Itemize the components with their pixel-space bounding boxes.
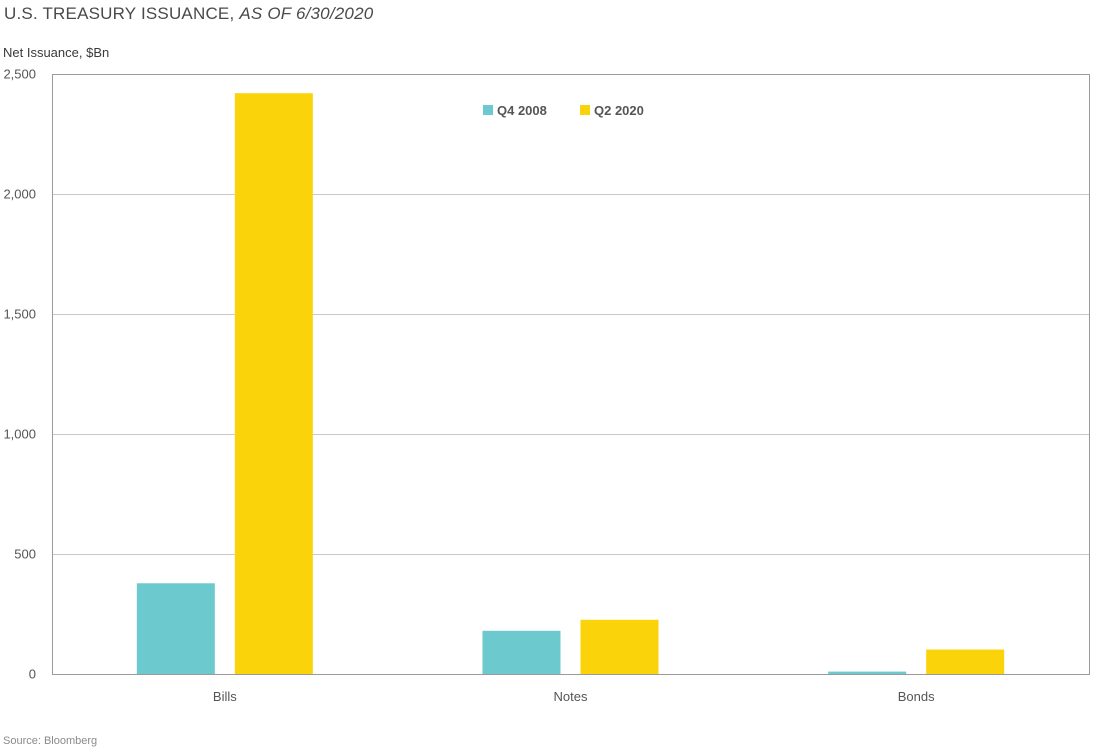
bar-q2-2020-notes	[580, 619, 659, 674]
y-axis-label: Net Issuance, $Bn	[3, 45, 110, 60]
y-tick-label: 0	[29, 667, 36, 682]
bar-q2-2020-bonds	[926, 649, 1005, 674]
bar-q4-2008-notes	[482, 630, 561, 674]
chart-title: U.S. TREASURY ISSUANCE, AS OF 6/30/2020	[4, 4, 373, 24]
y-tick-label: 500	[14, 547, 36, 562]
category-labels: Bills Notes Bonds	[213, 689, 935, 704]
plot-frame	[52, 74, 1090, 675]
legend-label-q4-2008: Q4 2008	[497, 103, 547, 118]
bar-q2-2020-bills	[234, 93, 313, 674]
legend-label-q2-2020: Q2 2020	[594, 103, 644, 118]
source-note: Source: Bloomberg	[3, 735, 98, 747]
category-label: Notes	[554, 689, 588, 704]
y-tick-label: 2,500	[3, 67, 36, 82]
bar-q4-2008-bonds	[828, 671, 907, 674]
bar-q4-2008-bills	[136, 583, 215, 674]
legend-swatch-q4-2008	[483, 105, 493, 115]
category-label: Bills	[213, 689, 237, 704]
category-label: Bonds	[898, 689, 935, 704]
y-tick-label: 1,000	[3, 427, 36, 442]
y-tick-label: 2,000	[3, 187, 36, 202]
bars	[136, 93, 1005, 674]
legend-swatch-q2-2020	[580, 105, 590, 115]
legend: Q4 2008 Q2 2020	[483, 103, 644, 118]
grid-lines	[52, 194, 1089, 555]
y-tick-label: 1,500	[3, 307, 36, 322]
chart-title-main: U.S. TREASURY ISSUANCE,	[4, 4, 235, 23]
chart-title-as-of: AS OF 6/30/2020	[239, 4, 374, 23]
y-tick-labels: 0 500 1,000 1,500 2,000 2,500	[3, 67, 36, 682]
